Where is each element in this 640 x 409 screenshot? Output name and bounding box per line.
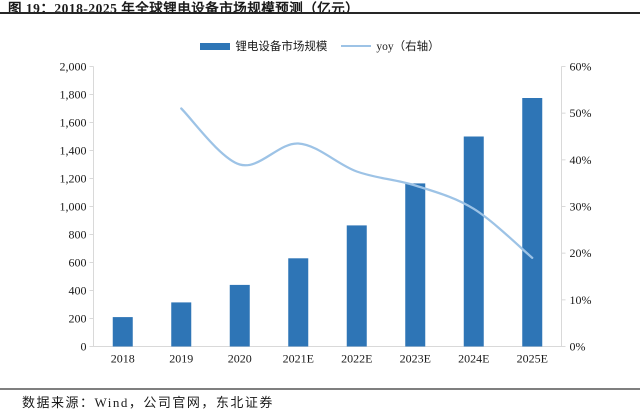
x-axis-label-2018: 2018 [111,352,135,366]
y-axis-right-tick-label: 50% [570,106,592,120]
bar-2019 [171,302,192,347]
x-axis-label-2025E: 2025E [517,352,548,366]
figure-title-bar: 图 19：2018-2025 年全球锂电设备市场规模预测（亿元） [0,0,640,14]
y-axis-left-tick-label: 600 [69,256,87,270]
y-axis-right-tick-label: 40% [570,153,592,167]
legend-label-market-size: 锂电设备市场规模 [235,41,328,53]
y-axis-left-tick-label: 1,200 [60,172,87,186]
bar-series-swatch-icon [200,42,231,50]
bar-2018 [112,317,133,347]
bar-2022E [346,225,367,347]
bar-2020 [229,284,250,347]
bar-2025E [522,98,543,347]
yoy-line [180,107,534,259]
y-axis-left-tick-label: 1,600 [60,116,87,130]
y-axis-right-tick-label: 30% [570,200,592,214]
y-axis-left-tick-label: 800 [69,228,87,242]
bar-2024E [463,136,484,347]
bar-2021E [288,258,309,347]
y-axis-left-tick-label: 1,400 [60,144,87,158]
bar-2023E [405,183,426,347]
chart-legend: 锂电设备市场规模 yoy（右轴） [0,38,640,54]
x-axis-label-2022E: 2022E [341,352,372,366]
footer-divider [0,388,640,390]
figure-title: 图 19：2018-2025 年全球锂电设备市场规模预测（亿元） [8,1,360,14]
x-axis-label-2019: 2019 [169,352,193,366]
line-series-swatch-icon [341,44,372,48]
data-source-note: 数据来源：Wind，公司官网，东北证券 [22,395,274,409]
y-axis-left-tick-label: 1,800 [60,88,87,102]
x-axis-label-2024E: 2024E [458,352,489,366]
y-axis-left-tick-label: 0 [81,340,87,354]
y-axis-right-tick-label: 10% [570,293,592,307]
y-axis-left-tick-label: 1,000 [60,200,87,214]
y-axis-right-tick-label: 60% [570,60,592,74]
y-axis-right-tick-label: 20% [570,246,592,260]
legend-label-yoy: yoy（右轴） [376,41,440,53]
legend-item-yoy: yoy（右轴） [341,38,440,54]
y-axis-right-tick-label: 0% [570,340,586,354]
x-axis-label-2020: 2020 [228,352,252,366]
y-axis-left-tick-label: 200 [69,312,87,326]
legend-item-market-size: 锂电设备市场规模 [200,38,327,54]
y-axis-left-tick-label: 400 [69,284,87,298]
y-axis-left-tick-label: 2,000 [60,60,87,74]
x-axis-label-2023E: 2023E [400,352,431,366]
x-axis-label-2021E: 2021E [283,352,314,366]
